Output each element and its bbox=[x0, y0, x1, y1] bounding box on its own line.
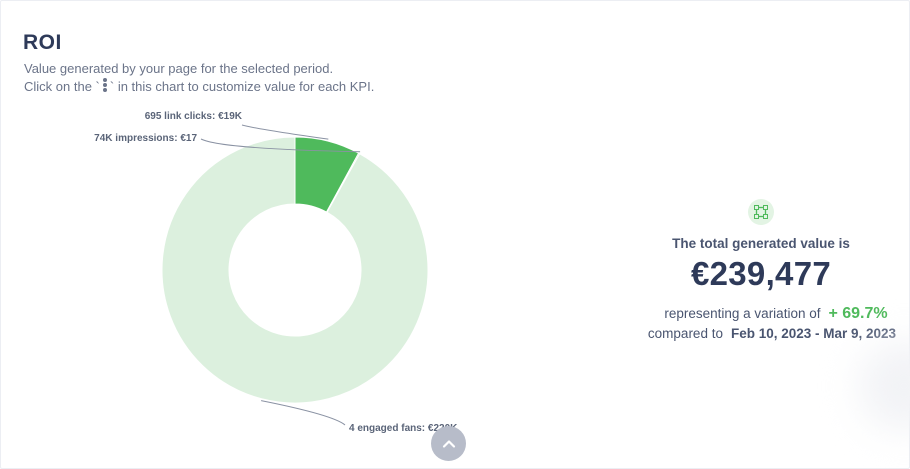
slice-label-0: 695 link clicks: €19K bbox=[145, 111, 243, 122]
compared-range: Feb 10, 2023 - Mar 9, 2023 bbox=[730, 326, 897, 341]
leader-line-2 bbox=[261, 400, 346, 426]
summary-heading: The total generated value is bbox=[672, 236, 850, 251]
leader-line-1 bbox=[200, 138, 361, 153]
donut-slice-2[interactable] bbox=[161, 136, 429, 404]
selection-frame-icon bbox=[748, 199, 774, 225]
variation-label: representing a variation of bbox=[664, 306, 821, 321]
variation-value: + 69.7% bbox=[828, 305, 888, 322]
slice-label-1: 74K impressions: €17 bbox=[94, 133, 197, 144]
comparison-line: compared to Feb 10, 2023 - Mar 9, 2023 bbox=[627, 326, 910, 341]
widget-subtitle: Value generated by your page for the sel… bbox=[24, 61, 334, 76]
leader-line-0 bbox=[241, 124, 329, 140]
total-value: €239,477 bbox=[690, 255, 832, 292]
summary-panel: The total generated value is €239,477 re… bbox=[621, 199, 901, 341]
vertical-ellipsis-icon bbox=[102, 77, 107, 93]
widget-hint: Click on the ` ` in this chart to customi… bbox=[24, 77, 375, 94]
slice-label-2: 4 engaged fans: €220K bbox=[349, 423, 458, 434]
variation-line: representing a variation of + 69.7% bbox=[631, 305, 910, 323]
compared-label: compared to bbox=[647, 326, 723, 341]
scroll-to-top-button[interactable] bbox=[431, 426, 466, 461]
chevron-up-icon bbox=[442, 439, 455, 448]
widget-title: ROI bbox=[23, 31, 62, 54]
